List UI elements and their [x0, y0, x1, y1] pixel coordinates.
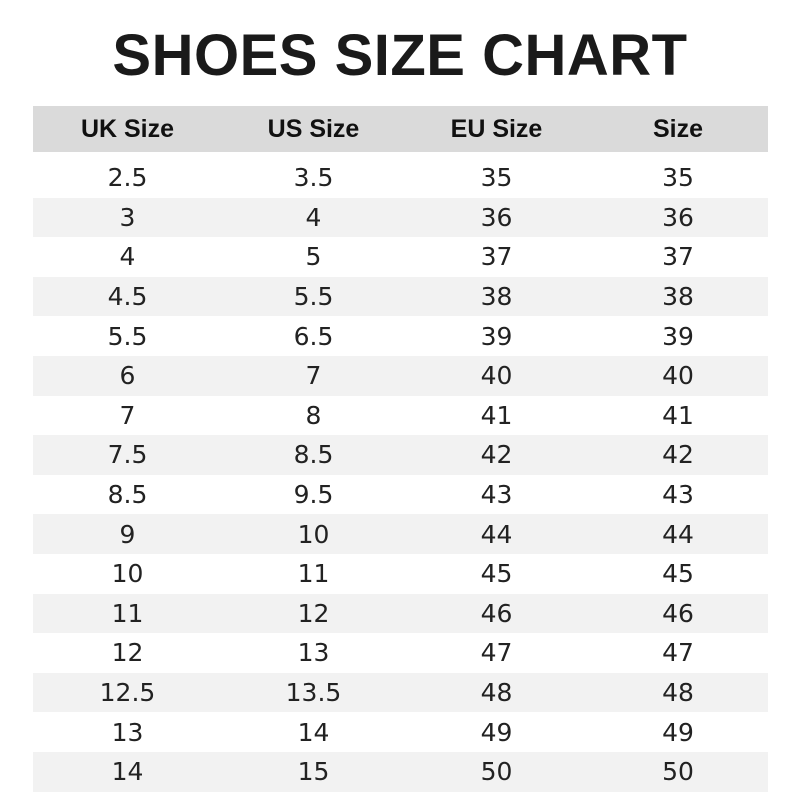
size-cell: 44	[662, 519, 694, 549]
uk-size-cell: 3	[119, 202, 136, 232]
uk-size-cell: 11	[111, 598, 144, 628]
size-cell: 38	[662, 282, 694, 312]
eu-size-cell: 36	[480, 202, 513, 232]
size-cell: 47	[662, 638, 694, 668]
us-size-cell: 12	[297, 598, 330, 628]
eu-size-cell: 38	[480, 282, 513, 312]
uk-size-cell: 9	[119, 519, 136, 549]
us-size-cell: 13.5	[285, 678, 342, 708]
size-cell: 39	[662, 321, 694, 351]
uk-size-cell: 4	[119, 242, 136, 272]
us-size-cell: 10	[297, 519, 330, 549]
eu-size-cell: 42	[480, 440, 513, 470]
size-cell: 46	[662, 598, 694, 628]
eu-size-cell: 40	[480, 361, 513, 391]
table-row: 11 12 46 46	[33, 593, 768, 634]
table-row: 5.5 6.5 39 39	[33, 316, 768, 356]
us-size-cell: 4	[305, 202, 322, 232]
eu-size-cell: 46	[480, 598, 513, 628]
table-row: 3 4 36 36	[33, 197, 768, 238]
eu-size-cell: 44	[480, 519, 513, 549]
eu-size-cell: 43	[480, 480, 513, 510]
header-size: Size	[652, 114, 704, 143]
table-row: 7.5 8.5 42 42	[33, 435, 768, 475]
size-cell: 36	[662, 202, 694, 232]
us-size-cell: 6.5	[293, 321, 334, 351]
us-size-cell: 14	[297, 717, 330, 747]
table-row: 14 15 50 50	[33, 751, 768, 792]
size-cell: 49	[662, 717, 694, 747]
size-cell: 42	[662, 440, 694, 470]
size-cell: 45	[662, 559, 694, 589]
uk-size-cell: 8.5	[107, 480, 148, 510]
uk-size-cell: 2.5	[107, 163, 148, 193]
us-size-cell: 9.5	[293, 480, 334, 510]
header-eu-size: EU Size	[450, 114, 543, 143]
table-row: 12.5 13.5 48 48	[33, 672, 768, 713]
size-cell: 43	[662, 480, 694, 510]
table-row: 4.5 5.5 38 38	[33, 276, 768, 317]
uk-size-cell: 6	[119, 361, 136, 391]
size-cell: 41	[662, 400, 694, 430]
uk-size-cell: 5.5	[107, 321, 148, 351]
table-row: 8.5 9.5 43 43	[33, 475, 768, 515]
size-cell: 48	[662, 678, 694, 708]
uk-size-cell: 14	[111, 757, 144, 787]
size-table: UK Size US Size EU Size Size 2.5 3.5 35 35 3…	[33, 106, 768, 792]
us-size-cell: 8.5	[293, 440, 334, 470]
eu-size-cell: 50	[480, 757, 513, 787]
header-us-size: US Size	[267, 114, 360, 143]
eu-size-cell: 47	[480, 638, 513, 668]
eu-size-cell: 41	[480, 400, 513, 430]
table-row: 4 5 37 37	[33, 237, 768, 277]
us-size-cell: 13	[297, 638, 330, 668]
page-title: SHOES SIZE CHART	[112, 23, 688, 88]
size-cell: 35	[662, 163, 694, 193]
us-size-cell: 5	[305, 242, 322, 272]
us-size-cell: 11	[297, 559, 330, 589]
us-size-cell: 15	[297, 757, 330, 787]
table-body: 2.5 3.5 35 35 3 4 36 36 4 5 37 37 4.5 5.5 38 38 5.5 6.5 39…	[33, 158, 768, 792]
table-row: 6 7 40 40	[33, 355, 768, 396]
uk-size-cell: 10	[111, 559, 144, 589]
size-cell: 50	[662, 757, 694, 787]
us-size-cell: 5.5	[293, 282, 334, 312]
size-cell: 40	[662, 361, 694, 391]
eu-size-cell: 48	[480, 678, 513, 708]
table-row: 12 13 47 47	[33, 633, 768, 673]
table-row: 9 10 44 44	[33, 514, 768, 554]
table-row: 13 14 49 49	[33, 712, 768, 752]
uk-size-cell: 13	[111, 717, 144, 747]
us-size-cell: 8	[305, 400, 322, 430]
uk-size-cell: 12	[111, 638, 144, 668]
table-row: 10 11 45 45	[33, 554, 768, 594]
header-uk-size: UK Size	[80, 114, 175, 143]
eu-size-cell: 45	[480, 559, 513, 589]
eu-size-cell: 39	[480, 321, 513, 351]
eu-size-cell: 37	[480, 242, 513, 272]
uk-size-cell: 4.5	[107, 282, 148, 312]
eu-size-cell: 35	[480, 163, 513, 193]
uk-size-cell: 7.5	[107, 440, 148, 470]
uk-size-cell: 7	[119, 400, 136, 430]
table-header: UK Size US Size EU Size Size	[33, 106, 768, 152]
table-row: 7 8 41 41	[33, 396, 768, 436]
uk-size-cell: 12.5	[99, 678, 156, 708]
us-size-cell: 3.5	[293, 163, 334, 193]
table-row: 2.5 3.5 35 35	[33, 158, 768, 198]
us-size-cell: 7	[305, 361, 322, 391]
size-cell: 37	[662, 242, 694, 272]
eu-size-cell: 49	[480, 717, 513, 747]
